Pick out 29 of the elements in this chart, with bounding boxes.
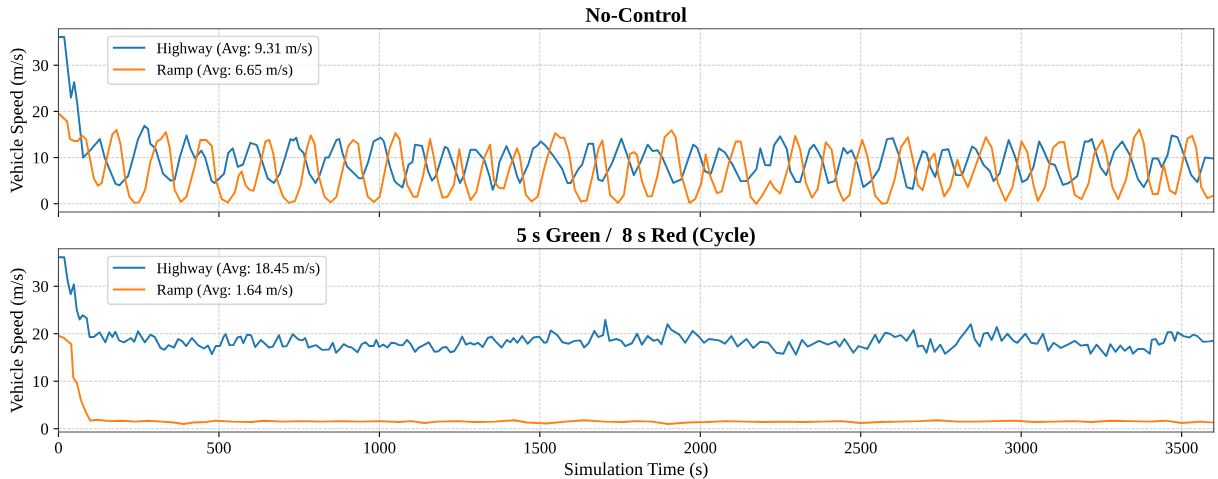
y-axis-title: Vehicle Speed (m/s) — [10, 48, 27, 193]
y-tick-label: 20 — [32, 328, 49, 340]
x-tick-label: 2000 — [684, 442, 717, 454]
y-tick-label: 20 — [32, 106, 49, 118]
x-tick-label: 1000 — [364, 442, 396, 454]
y-axis-title: Vehicle Speed (m/s) — [10, 268, 27, 413]
line-series — [58, 112, 1214, 205]
x-axis-title: Simulation Time (s) — [565, 462, 708, 479]
y-tick-label: 30 — [32, 280, 49, 293]
legend-label: Ramp (Avg: 1.64 m/s) — [157, 284, 293, 299]
x-tick-label: 3500 — [1165, 442, 1198, 454]
x-tick-label: 2500 — [844, 442, 877, 454]
y-tick-label: 10 — [33, 375, 49, 388]
line-series — [58, 334, 1214, 425]
x-tick-label: 0 — [54, 442, 62, 454]
y-tick-label: 10 — [33, 152, 49, 164]
legend-label: Ramp (Avg: 6.65 m/s) — [157, 64, 293, 79]
line-series — [58, 36, 1214, 191]
line-series — [58, 256, 1214, 358]
x-tick-label: 500 — [207, 442, 231, 454]
y-tick-label: 30 — [32, 59, 49, 72]
x-tick-label: 1500 — [524, 442, 556, 454]
chart-title: No-Control — [585, 7, 687, 22]
chart-title: 5 s Green / 8 s Red (Cycle) — [517, 227, 755, 247]
y-tick-label: 0 — [41, 423, 49, 435]
legend-label: Highway (Avg: 9.31 m/s) — [157, 42, 312, 57]
y-tick-label: 0 — [41, 198, 49, 210]
legend-label: Highway (Avg: 18.45 m/s) — [157, 262, 320, 277]
x-tick-label: 3000 — [1005, 442, 1038, 454]
